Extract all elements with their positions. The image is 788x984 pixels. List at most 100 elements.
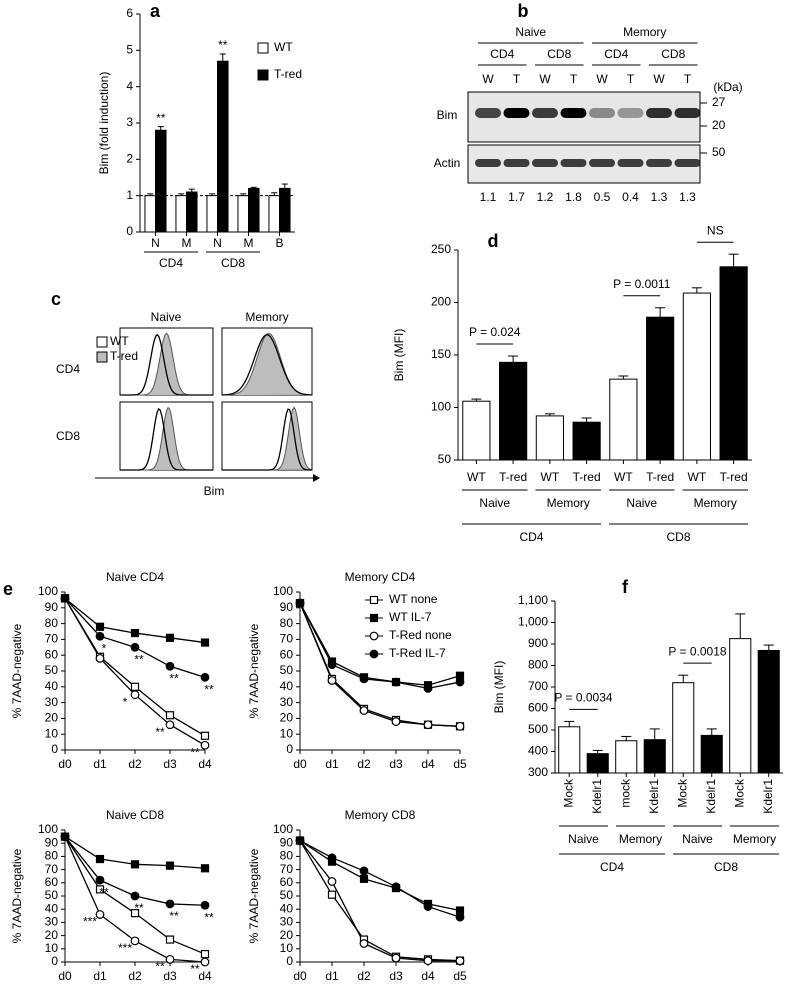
bar [217, 60, 229, 233]
actin-band [532, 159, 558, 167]
data-point [60, 593, 70, 603]
data-point [130, 891, 140, 901]
data-point [130, 860, 140, 869]
panel-letter: e [3, 579, 13, 599]
blot-quantification: 0.5 [594, 190, 611, 204]
blot-lane: W [596, 72, 608, 86]
y-tick-label: 900 [528, 636, 548, 650]
y-tick-label: 50 [280, 888, 294, 902]
significance: * [102, 641, 107, 655]
subgroups-label: Naive [568, 832, 599, 846]
legend-swatch [257, 42, 269, 54]
bim-band [560, 108, 587, 118]
bar [206, 195, 219, 233]
data-point [327, 853, 337, 863]
legend-label: T-Red IL-7 [389, 646, 446, 660]
data-point [165, 661, 175, 671]
legend-label: T-red [110, 349, 138, 363]
y-tick-label: 100 [273, 584, 293, 598]
x-tick-label: T-red [720, 470, 748, 484]
group-label: CD8 [221, 256, 245, 270]
histogram-wt [222, 408, 313, 471]
data-point [359, 939, 369, 948]
x-tick-label: d3 [389, 757, 403, 771]
bar [586, 753, 609, 774]
data-point [60, 832, 70, 841]
x-tick-label: M [244, 236, 254, 250]
data-point [95, 622, 105, 631]
legend-swatch [96, 336, 108, 348]
significance: ** [99, 885, 109, 899]
y-tick-label: 60 [280, 875, 294, 889]
significance: ** [190, 962, 200, 976]
bar [729, 638, 752, 774]
data-point [130, 936, 140, 946]
data-point [359, 874, 369, 883]
bim-band [475, 108, 501, 118]
y-tick-label: 0 [286, 954, 293, 968]
group-label: CD4 [159, 256, 183, 270]
legend-marker [369, 595, 379, 605]
data-point [165, 899, 175, 909]
blot-quantification: 0.4 [622, 190, 639, 204]
bar [615, 740, 638, 774]
subgroups-label: Memory [547, 496, 590, 510]
bar [719, 266, 748, 461]
data-point [95, 854, 105, 864]
series-line [299, 840, 461, 962]
y-tick-label: 100 [273, 822, 293, 836]
data-point [165, 954, 175, 964]
y-axis-label: Bim (fold induction) [97, 72, 111, 175]
y-tick-label: 400 [528, 744, 548, 758]
data-point [295, 598, 305, 608]
actin-band [617, 159, 644, 167]
y-tick-label: 70 [280, 862, 294, 876]
bar [279, 187, 291, 233]
blot-lane: W [653, 72, 665, 86]
blot-quantification: 1.1 [480, 190, 497, 204]
x-tick-label: T-red [646, 470, 674, 484]
data-point [95, 653, 105, 663]
x-tick-label: d5 [453, 969, 467, 983]
blot-group: Naive [515, 25, 546, 39]
series-line [299, 602, 461, 686]
data-point [359, 866, 369, 876]
data-point [423, 720, 433, 730]
panel-letter: a [150, 1, 161, 21]
blot-marker: 27 [712, 95, 726, 109]
bar [237, 195, 250, 233]
subgroups-label: Naive [479, 496, 510, 510]
series-line [299, 602, 461, 727]
y-tick-label: 80 [280, 849, 294, 863]
x-tick-label: WT [467, 470, 486, 484]
bar [757, 649, 780, 774]
flow-row: CD4 [56, 362, 80, 376]
x-tick-label: d1 [93, 757, 107, 771]
comparison-label: NS [707, 223, 724, 237]
data-point [130, 690, 140, 700]
y-tick-label: 100 [38, 822, 58, 836]
chart-title: Memory CD4 [345, 570, 416, 584]
y-tick-label: 250 [431, 242, 451, 256]
data-point [95, 875, 105, 885]
y-tick-label: 0 [51, 742, 58, 756]
y-tick-label: 90 [45, 835, 59, 849]
y-tick-label: 1 [126, 188, 133, 202]
y-tick-label: 50 [45, 663, 59, 677]
legend-marker [369, 631, 379, 641]
y-tick-label: 50 [280, 663, 294, 677]
y-tick-label: 30 [280, 695, 294, 709]
significance: *** [118, 941, 132, 955]
bim-band [532, 108, 558, 118]
bar [155, 129, 167, 233]
x-tick-label: d1 [325, 969, 339, 983]
data-point [455, 912, 465, 922]
blot-quantification: 1.3 [679, 190, 696, 204]
blot-quantification: 1.8 [565, 190, 582, 204]
significance: ** [134, 901, 144, 915]
x-tick-label: d4 [198, 969, 212, 983]
significance: ** [204, 682, 214, 696]
y-tick-label: 2 [126, 152, 133, 166]
data-point [165, 633, 175, 642]
